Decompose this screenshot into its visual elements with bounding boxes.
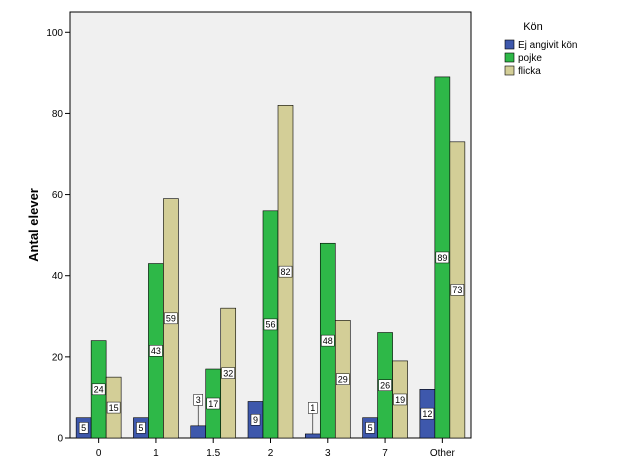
data-label: 5 (138, 423, 143, 433)
data-label: 32 (223, 368, 233, 378)
x-tick-label: 7 (382, 448, 388, 459)
data-label: 26 (380, 381, 390, 391)
x-tick-label: 0 (96, 448, 102, 459)
x-tick-label: Other (430, 448, 456, 459)
data-label-box (450, 284, 465, 296)
data-label-box (378, 379, 392, 392)
data-label: 29 (338, 374, 348, 384)
y-axis-title: Antal elever (26, 188, 41, 262)
legend: Kön Ej angivit kön pojke flicka (504, 21, 577, 77)
data-label-box (278, 265, 293, 278)
data-label-box (78, 422, 89, 434)
bar (190, 425, 207, 439)
data-label: 73 (452, 285, 462, 295)
legend-label: pojke (518, 53, 542, 64)
data-label-box (435, 251, 450, 264)
data-label-box (221, 367, 235, 379)
data-label: 12 (422, 409, 432, 419)
data-label-box (91, 383, 106, 396)
legend-label: flicka (518, 66, 541, 77)
data-label-box (393, 393, 407, 406)
data-label-box (336, 373, 350, 385)
legend-swatch (504, 39, 515, 50)
data-label: 19 (395, 395, 405, 405)
x-tick-label: 1.5 (206, 448, 220, 459)
data-label-box (106, 401, 121, 414)
data-label: 3 (196, 395, 201, 405)
data-label-box (308, 402, 318, 414)
data-label-box (193, 394, 203, 406)
legend-label: Ej angivit kön (518, 40, 577, 51)
data-label: 5 (368, 423, 373, 433)
data-label-box (250, 413, 261, 426)
y-axis: 0 20 40 60 80 100 (46, 28, 70, 445)
data-label-box (136, 422, 146, 434)
data-label-box (149, 345, 163, 357)
data-label: 82 (280, 267, 290, 277)
data-label-box (321, 334, 335, 347)
bar (304, 433, 321, 439)
data-label: 89 (437, 253, 447, 263)
y-tick-label: 80 (52, 109, 64, 120)
y-tick-label: 0 (57, 434, 63, 445)
data-label: 43 (151, 346, 161, 356)
x-tick-label: 2 (268, 448, 274, 459)
data-label: 56 (265, 320, 275, 330)
y-tick-label: 40 (52, 271, 64, 282)
data-label: 15 (109, 403, 119, 413)
legend-swatch (504, 52, 515, 63)
data-label: 48 (323, 336, 333, 346)
y-tick-label: 60 (52, 190, 64, 201)
data-label-box (206, 397, 220, 410)
y-tick-label: 20 (52, 352, 64, 363)
x-axis: 0 1 1.5 2 3 7 Other (96, 438, 456, 459)
bars-layer: 5 24 15 5 43 59 3 17 32 9 56 82 1 48 29 5 26 19 12 89 73 (75, 76, 466, 439)
data-label-box (263, 318, 278, 331)
data-label: 17 (208, 399, 218, 409)
data-label-box (420, 407, 435, 420)
data-label: 24 (94, 385, 104, 395)
data-label-box (365, 422, 375, 434)
data-label: 9 (253, 415, 258, 425)
data-label: 59 (166, 314, 176, 324)
x-tick-label: 3 (325, 448, 331, 459)
y-tick-label: 100 (46, 28, 63, 39)
data-label-box (164, 312, 178, 325)
x-tick-label: 1 (153, 448, 159, 459)
legend-swatch (504, 65, 515, 76)
data-label: 1 (310, 403, 315, 413)
data-label: 5 (81, 423, 86, 433)
legend-title: Kön (523, 21, 543, 33)
